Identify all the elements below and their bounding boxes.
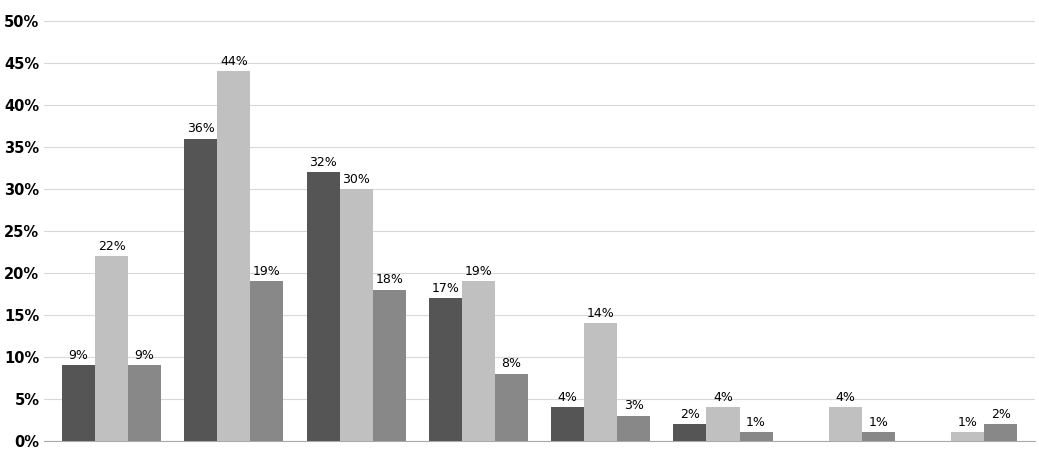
Bar bbox=[551, 407, 584, 441]
Bar bbox=[829, 407, 861, 441]
Text: 22%: 22% bbox=[98, 240, 126, 253]
Text: 4%: 4% bbox=[713, 391, 732, 404]
Bar bbox=[673, 424, 707, 441]
Text: 30%: 30% bbox=[342, 173, 370, 186]
Bar bbox=[250, 281, 284, 441]
Text: 4%: 4% bbox=[835, 391, 855, 404]
Text: 44%: 44% bbox=[220, 55, 247, 68]
Text: 19%: 19% bbox=[464, 265, 492, 278]
Text: 18%: 18% bbox=[375, 273, 403, 286]
Bar bbox=[340, 189, 373, 441]
Bar bbox=[984, 424, 1017, 441]
Bar bbox=[584, 323, 617, 441]
Bar bbox=[95, 256, 128, 441]
Bar bbox=[373, 290, 405, 441]
Text: 9%: 9% bbox=[135, 349, 155, 362]
Text: 1%: 1% bbox=[869, 416, 888, 429]
Bar bbox=[217, 71, 250, 441]
Bar bbox=[707, 407, 740, 441]
Text: 9%: 9% bbox=[69, 349, 88, 362]
Bar bbox=[861, 433, 895, 441]
Bar bbox=[495, 374, 528, 441]
Text: 8%: 8% bbox=[502, 357, 522, 370]
Bar bbox=[62, 365, 95, 441]
Bar bbox=[740, 433, 773, 441]
Bar bbox=[617, 416, 650, 441]
Bar bbox=[951, 433, 984, 441]
Text: 3%: 3% bbox=[623, 399, 643, 412]
Bar bbox=[307, 172, 340, 441]
Bar bbox=[462, 281, 495, 441]
Text: 19%: 19% bbox=[252, 265, 281, 278]
Text: 17%: 17% bbox=[431, 282, 459, 295]
Text: 1%: 1% bbox=[746, 416, 766, 429]
Text: 2%: 2% bbox=[990, 408, 1011, 421]
Text: 2%: 2% bbox=[681, 408, 700, 421]
Text: 1%: 1% bbox=[958, 416, 978, 429]
Text: 14%: 14% bbox=[587, 307, 615, 320]
Text: 4%: 4% bbox=[558, 391, 578, 404]
Bar bbox=[429, 298, 462, 441]
Text: 36%: 36% bbox=[187, 122, 215, 135]
Text: 32%: 32% bbox=[310, 156, 337, 169]
Bar bbox=[128, 365, 161, 441]
Bar bbox=[184, 138, 217, 441]
